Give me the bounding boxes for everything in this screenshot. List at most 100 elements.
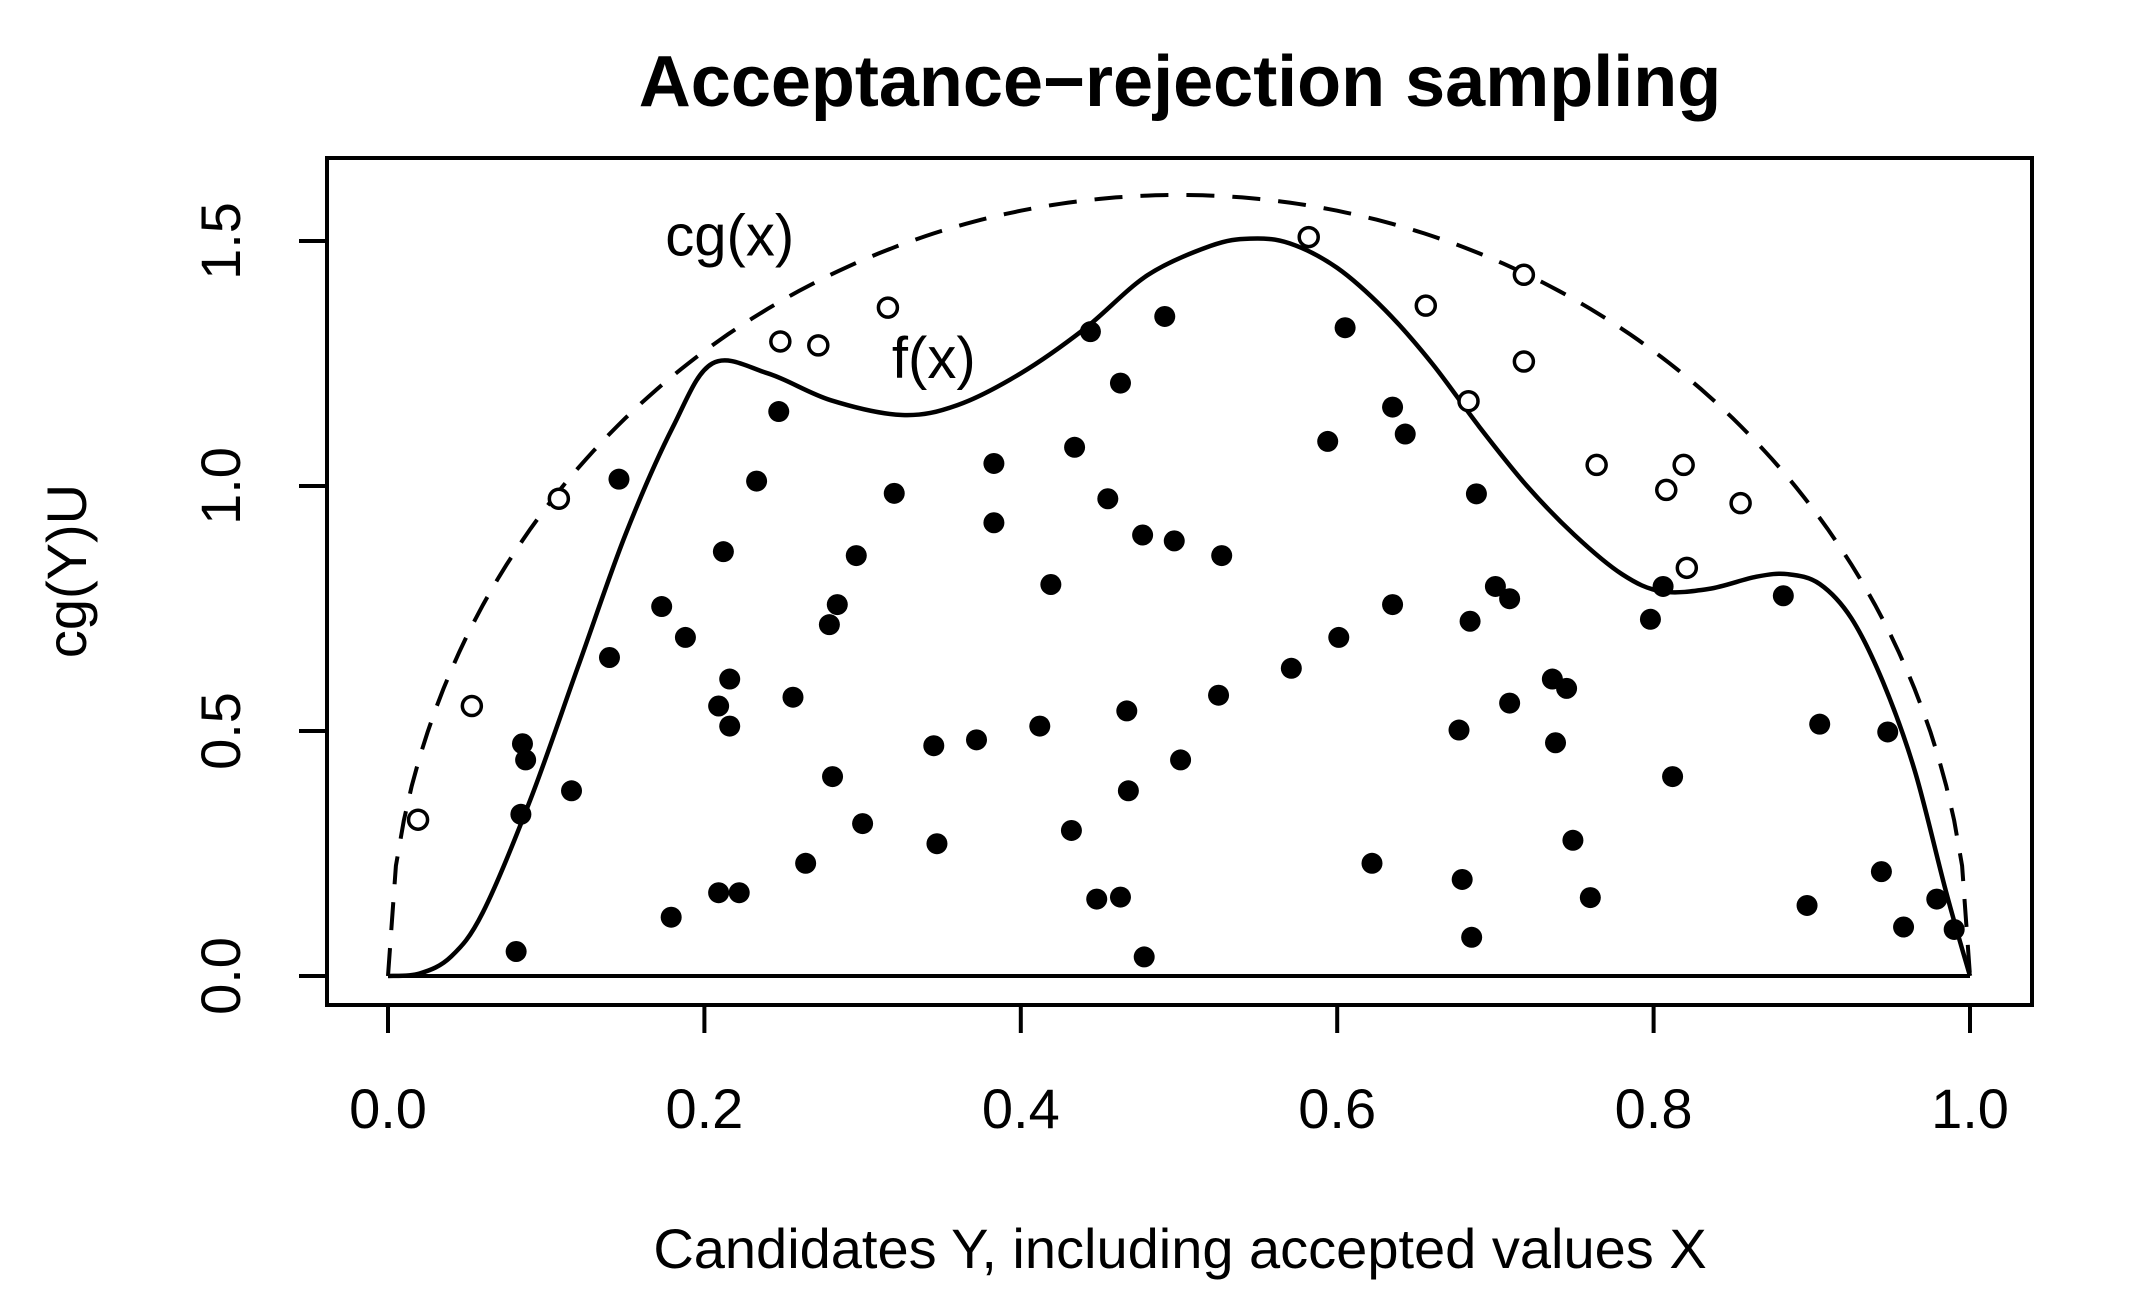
accepted-point — [1133, 946, 1155, 968]
rejected-point — [406, 808, 430, 831]
accepted-point — [1809, 713, 1831, 735]
accepted-point — [926, 833, 948, 855]
accepted-point — [1465, 483, 1487, 505]
accepted-point — [822, 766, 844, 788]
accepted-point — [782, 686, 804, 708]
accepted-point — [1579, 887, 1601, 909]
accepted-point — [1796, 894, 1818, 916]
accepted-point — [852, 813, 874, 835]
chart-title: Acceptance−rejection sampling — [639, 42, 1721, 122]
accepted-point — [674, 626, 696, 648]
accepted-point — [845, 545, 867, 567]
y-axis-tick-label: 0.0 — [189, 937, 252, 1015]
accepted-point — [1499, 588, 1521, 610]
accepted-point — [923, 735, 945, 757]
accepted-point — [1060, 819, 1082, 841]
accepted-point — [712, 541, 734, 563]
accepted-point — [1461, 926, 1483, 948]
accepted-point — [1451, 868, 1473, 890]
x-axis-tick-label: 1.0 — [1931, 1077, 2009, 1140]
accepted-point — [1109, 372, 1131, 394]
accepted-point — [510, 803, 532, 825]
accepted-point — [660, 906, 682, 928]
accepted-point — [1926, 888, 1948, 910]
accepted-point — [1562, 829, 1584, 851]
rejected-point — [1675, 556, 1699, 580]
accepted-point — [1893, 916, 1915, 938]
accepted-point — [966, 729, 988, 751]
accepted-point — [746, 470, 768, 492]
f-curve-label: f(x) — [892, 326, 976, 391]
x-axis-tick-label: 0.8 — [1615, 1077, 1693, 1140]
accepted-point — [768, 401, 790, 423]
accepted-point — [515, 749, 537, 771]
accepted-point — [1484, 575, 1506, 597]
x-axis-tick-label: 0.6 — [1298, 1077, 1376, 1140]
rejected-point — [1512, 350, 1536, 373]
accepted-point — [1211, 545, 1233, 567]
rejected-point — [1655, 478, 1678, 502]
accepted-point — [1382, 396, 1404, 418]
cg-curve-label: cg(x) — [665, 204, 794, 269]
accepted-point — [1116, 700, 1138, 722]
accepted-point — [1040, 573, 1062, 595]
accepted-point — [1652, 575, 1674, 597]
accepted-point — [1545, 732, 1567, 754]
accepted-point — [1772, 585, 1794, 607]
y-axis-tick-label: 1.0 — [189, 447, 252, 525]
accepted-point — [1556, 677, 1578, 699]
x-axis-tick-label: 0.2 — [665, 1077, 743, 1140]
rejected-point — [460, 694, 484, 718]
accepted-point — [708, 882, 730, 904]
y-axis-tick-label: 0.5 — [189, 692, 252, 770]
accepted-point — [719, 715, 741, 737]
x-axis-tick-label: 0.0 — [349, 1077, 427, 1140]
rejected-point — [1457, 389, 1480, 413]
accepted-point — [1317, 430, 1339, 452]
accepted-point — [1448, 719, 1470, 741]
rejected-point — [1512, 263, 1536, 287]
accepted-point — [826, 594, 848, 616]
accepted-point — [1382, 594, 1404, 616]
accepted-point — [1870, 861, 1892, 883]
accepted-point — [1499, 692, 1521, 714]
accepted-point — [728, 882, 750, 904]
accepted-point — [1170, 749, 1192, 771]
plot-area: 0.0 0.2 0.4 0.6 0.8 1.0 0.0 0.5 1.0 1.5 — [189, 156, 2034, 1140]
accepted-point — [719, 668, 741, 690]
accepted-point — [1117, 780, 1139, 802]
accepted-point — [651, 596, 673, 618]
accepted-point — [1163, 530, 1185, 552]
accepted-point — [1877, 721, 1899, 743]
accepted-point — [1639, 608, 1661, 630]
f-curve — [387, 236, 1973, 979]
accepted-point — [883, 482, 905, 504]
accepted-point — [608, 468, 630, 490]
accepted-point — [1459, 610, 1481, 632]
accepted-point — [505, 941, 527, 962]
rejected-point — [1729, 491, 1752, 515]
accepted-point — [1208, 684, 1230, 706]
cg-curve — [386, 192, 1972, 977]
accepted-point — [1154, 305, 1176, 327]
x-axis-label: Candidates Y, including accepted values … — [653, 1217, 1706, 1280]
y-axis-tick-label: 1.5 — [189, 202, 252, 280]
rejected-point — [1672, 453, 1695, 477]
rejected-point — [876, 296, 900, 319]
accepted-point — [1328, 626, 1350, 648]
accepted-point — [1361, 852, 1383, 874]
accepted-point — [1029, 715, 1051, 737]
rejected-point — [769, 330, 792, 353]
accepted-point — [1132, 524, 1154, 546]
accepted-point — [1064, 436, 1086, 458]
rejected-point — [1414, 294, 1438, 317]
accepted-point — [511, 733, 533, 755]
accepted-point — [1943, 918, 1965, 940]
accepted-point — [983, 452, 1005, 474]
accepted-point — [818, 614, 840, 636]
accepted-point — [598, 647, 620, 668]
x-axis-tick-label: 0.4 — [982, 1077, 1060, 1140]
accepted-point — [1097, 488, 1119, 510]
